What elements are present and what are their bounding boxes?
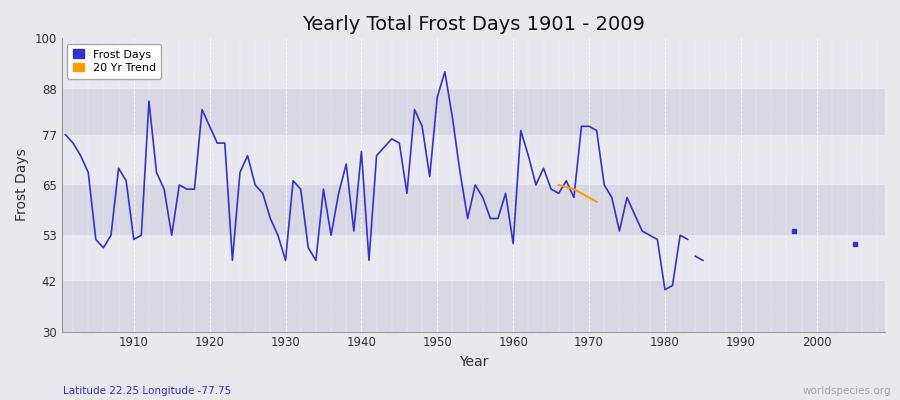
Y-axis label: Frost Days: Frost Days (15, 148, 29, 221)
Title: Yearly Total Frost Days 1901 - 2009: Yearly Total Frost Days 1901 - 2009 (302, 15, 644, 34)
Bar (62, 185, 885, 235)
Bar (62, 89, 885, 135)
X-axis label: Year: Year (459, 355, 488, 369)
Bar (62, 235, 885, 281)
Legend: Frost Days, 20 Yr Trend: Frost Days, 20 Yr Trend (68, 44, 161, 78)
Text: worldspecies.org: worldspecies.org (803, 386, 891, 396)
Bar (62, 135, 885, 185)
Bar (62, 38, 885, 89)
Text: Latitude 22.25 Longitude -77.75: Latitude 22.25 Longitude -77.75 (63, 386, 231, 396)
Bar (62, 281, 885, 332)
